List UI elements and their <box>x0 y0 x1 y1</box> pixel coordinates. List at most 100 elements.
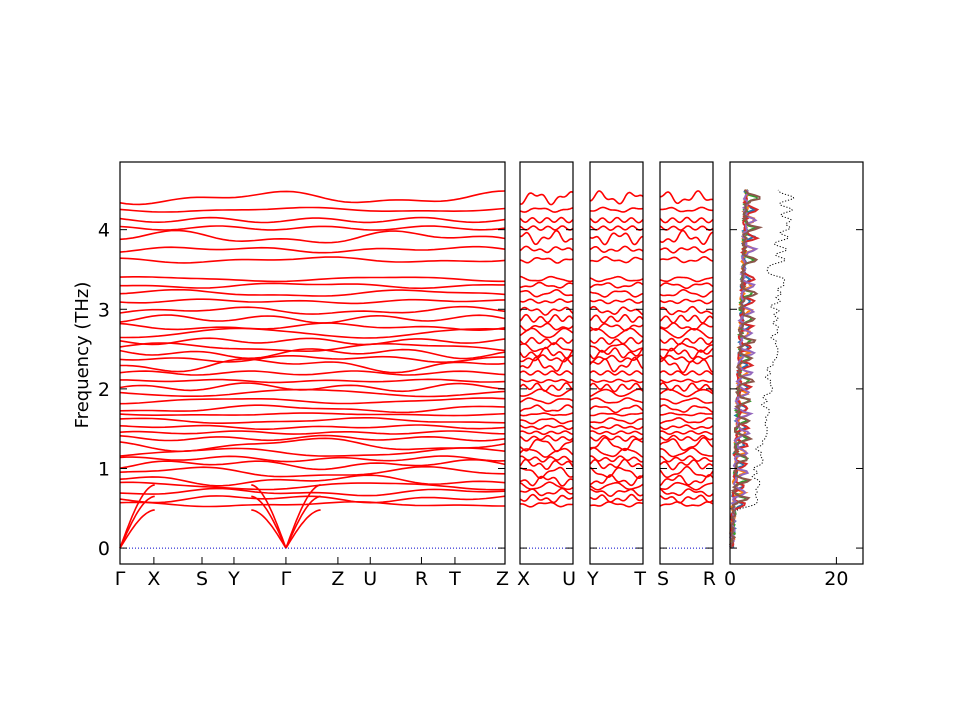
band-line <box>519 455 574 463</box>
band-line <box>119 337 506 346</box>
band-line <box>589 323 644 332</box>
band-line <box>519 306 574 316</box>
band-line <box>589 382 644 393</box>
band-line <box>519 481 574 491</box>
band-line <box>659 481 714 491</box>
band-line <box>659 255 714 264</box>
band-line <box>589 275 644 283</box>
panel-frame <box>519 161 574 565</box>
x-tick-label: T <box>448 568 461 590</box>
band-line <box>519 370 574 376</box>
x-tick-label: Z <box>496 568 509 590</box>
band-line <box>119 298 506 305</box>
band-line <box>519 356 574 372</box>
band-line <box>589 481 644 491</box>
band-line <box>589 245 644 254</box>
partial-dos-line <box>728 189 759 549</box>
band-line <box>659 378 714 384</box>
x-tick-label: U <box>363 568 377 590</box>
band-line <box>119 455 506 463</box>
band-line <box>589 314 644 324</box>
band-line <box>519 424 574 431</box>
band-line <box>659 216 714 224</box>
band-line <box>519 404 574 413</box>
dos-frame <box>729 161 864 565</box>
x-tick-label: T <box>633 568 646 590</box>
band-line <box>119 424 506 430</box>
band-line <box>659 404 714 414</box>
band-line <box>519 322 574 332</box>
band-line <box>519 382 574 392</box>
band-line <box>589 298 644 305</box>
band-line <box>659 289 714 298</box>
x-tick-label: X <box>147 568 160 590</box>
band-line <box>659 370 714 376</box>
band-line <box>519 281 574 289</box>
band-line <box>659 434 714 442</box>
band-line <box>589 225 644 232</box>
band-line <box>589 493 644 503</box>
acoustic-branch <box>251 509 287 549</box>
panel-frame <box>659 161 714 565</box>
band-line <box>589 354 644 364</box>
band-line <box>659 447 714 458</box>
acoustic-branch <box>251 495 287 549</box>
x-tick-label: R <box>703 568 716 590</box>
band-line <box>119 276 505 283</box>
x-tick-label: Y <box>586 568 599 590</box>
band-line <box>519 336 574 346</box>
band-line <box>659 354 714 364</box>
band-line <box>589 343 644 353</box>
band-line <box>589 336 644 346</box>
band-line <box>119 288 506 297</box>
band-line <box>589 474 644 487</box>
band-line <box>589 388 644 398</box>
x-tick-label: R <box>415 568 428 590</box>
band-line <box>589 216 644 224</box>
band-line <box>119 474 506 487</box>
band-line <box>519 475 574 487</box>
band-line <box>659 455 714 463</box>
band-line <box>520 229 574 246</box>
band-line <box>659 430 713 436</box>
band-line <box>589 378 644 384</box>
x-tick-label: Y <box>227 568 240 590</box>
band-line <box>119 481 506 491</box>
band-line <box>519 245 574 254</box>
band-line <box>589 458 644 470</box>
band-line <box>589 370 644 376</box>
band-line <box>659 417 714 425</box>
band-line <box>659 314 714 324</box>
band-line <box>519 493 574 504</box>
x-tick-label: Γ <box>281 568 292 590</box>
y-tick-label: 0 <box>98 538 110 560</box>
band-line <box>519 388 573 397</box>
dos-x-tick-label: 20 <box>824 568 848 590</box>
band-line <box>119 501 505 508</box>
band-line <box>119 404 506 414</box>
band-line <box>519 412 574 417</box>
band-line <box>659 206 714 213</box>
band-line <box>659 473 714 487</box>
acoustic-branch <box>285 509 321 549</box>
band-line <box>589 424 644 430</box>
band-line <box>119 434 506 442</box>
band-line <box>519 438 574 453</box>
band-line <box>589 501 644 508</box>
band-line <box>120 378 506 384</box>
band-line <box>119 245 506 254</box>
y-tick-label: 4 <box>98 220 110 242</box>
band-line <box>519 397 574 405</box>
band-line <box>519 434 574 442</box>
band-line <box>520 466 574 480</box>
band-line <box>659 465 714 479</box>
band-line <box>589 356 644 373</box>
band-line <box>589 430 643 436</box>
x-tick-label: S <box>657 568 669 590</box>
band-line <box>589 404 644 414</box>
partial-dos-line <box>728 189 764 549</box>
y-axis-label: Frequency (THz) <box>72 282 93 429</box>
